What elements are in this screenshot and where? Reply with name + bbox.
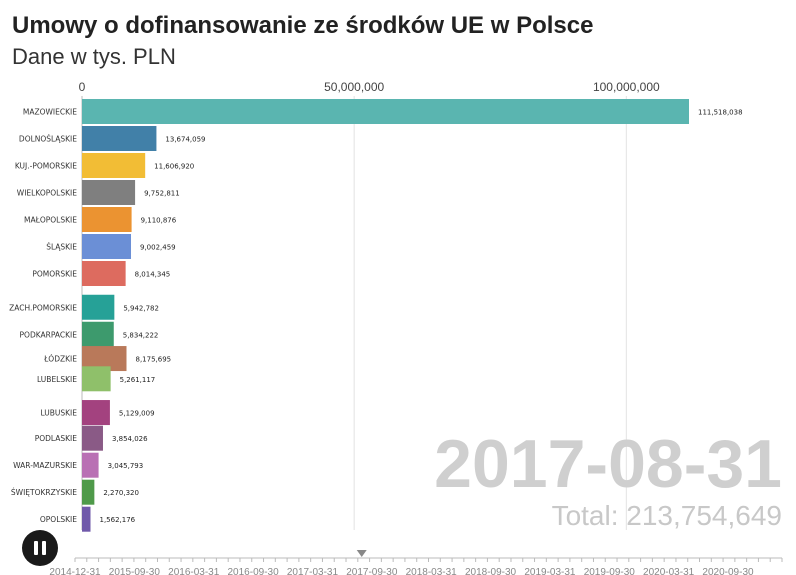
bar [82,180,136,205]
bar-value-label: 5,261,117 [120,376,156,384]
timeline-label: 2018-09-30 [465,567,517,575]
timeline-label: 2019-03-31 [524,567,576,575]
bar-category-label: MAŁOPOLSKIE [24,216,77,225]
timeline-label: 2015-09-30 [109,567,161,575]
bar-value-label: 8,014,345 [135,271,171,279]
chart-title: Umowy o dofinansowanie ze środków UE w P… [12,12,594,39]
bar-category-label: DOLNOŚLĄSKIE [19,135,77,144]
timeline-label: 2016-03-31 [168,567,220,575]
bar-value-label: 8,175,695 [136,356,172,364]
bar-value-label: 9,752,811 [144,190,180,198]
bar-value-label: 3,854,026 [112,435,148,443]
bar [82,506,91,532]
bar-category-label: WAR-MAZURSKIE [13,461,77,470]
bar [82,425,103,451]
timeline-label: 2016-09-30 [228,567,280,575]
chart-subtitle: Dane w tys. PLN [12,44,176,69]
bar-value-label: 13,674,059 [165,136,205,144]
timeline[interactable]: 2014-12-31 2015-09-30 2016-03-31 2016-09-30… [49,550,783,575]
bar [82,261,126,286]
timeline-label: 2018-03-31 [406,567,458,575]
bar-category-label: LUBELSKIE [37,375,77,384]
bar-category-label: ŚLĄSKIE [46,243,77,252]
bar-value-label: 5,834,222 [123,331,159,339]
bar [82,294,115,320]
bars: MAZOWIECKIE 111,518,038 DOLNOŚLĄSKIE 13,674… [9,99,743,532]
timeline-label: 2014-12-31 [49,567,101,575]
bar [82,400,110,426]
bar [82,234,132,259]
pause-button[interactable] [22,530,58,566]
timeline-label: 2017-03-31 [287,567,339,575]
bar-category-label: WIELKOPOLSKIE [17,189,77,198]
total-label: Total: 213,754,649 [552,500,782,531]
bar-category-label: OPOLSKIE [40,515,77,524]
bar [82,126,157,151]
bar-value-label: 111,518,038 [698,109,743,117]
bar-value-label: 2,270,320 [103,489,139,497]
bar-value-label: 11,606,920 [154,163,194,171]
bar-value-label: 9,110,876 [141,217,177,225]
bar [82,452,99,478]
bar-value-label: 3,045,793 [108,462,144,470]
bar [82,321,114,347]
bar-category-label: KUJ.-POMORSKIE [15,162,77,171]
x-tick-label: 50,000,000 [324,80,384,94]
bar [82,153,146,178]
current-date-label: 2017-08-31 [434,426,782,502]
timeline-label: 2017-09-30 [346,567,398,575]
bar-category-label: LUBUSKIE [40,409,77,418]
bar-category-label: PODLASKIE [35,434,78,443]
bar-category-label: PODKARPACKIE [20,330,78,339]
bar-value-label: 5,942,782 [123,304,159,312]
bar-category-label: POMORSKIE [32,270,77,279]
bar-value-label: 9,002,459 [140,244,176,252]
bar [82,479,95,505]
bar [82,99,689,124]
bar [82,366,111,392]
timeline-label: 2020-03-31 [643,567,695,575]
bar-category-label: MAZOWIECKIE [23,108,77,117]
bar-value-label: 5,129,009 [119,410,155,418]
timeline-label: 2019-09-30 [584,567,636,575]
bar-category-label: ZACH.POMORSKIE [9,303,77,312]
bar-category-label: ŚWIĘTOKRZYSKIE [11,488,77,497]
bar-category-label: ŁÓDZKIE [43,355,77,364]
x-tick-label: 100,000,000 [593,80,660,94]
bar [82,207,132,232]
timeline-handle[interactable] [356,550,367,557]
x-tick-label: 0 [79,80,86,94]
overlay: 2017-08-31 Total: 213,754,649 [434,426,782,531]
bar-value-label: 1,562,176 [100,516,136,524]
timeline-label: 2020-09-30 [702,567,754,575]
